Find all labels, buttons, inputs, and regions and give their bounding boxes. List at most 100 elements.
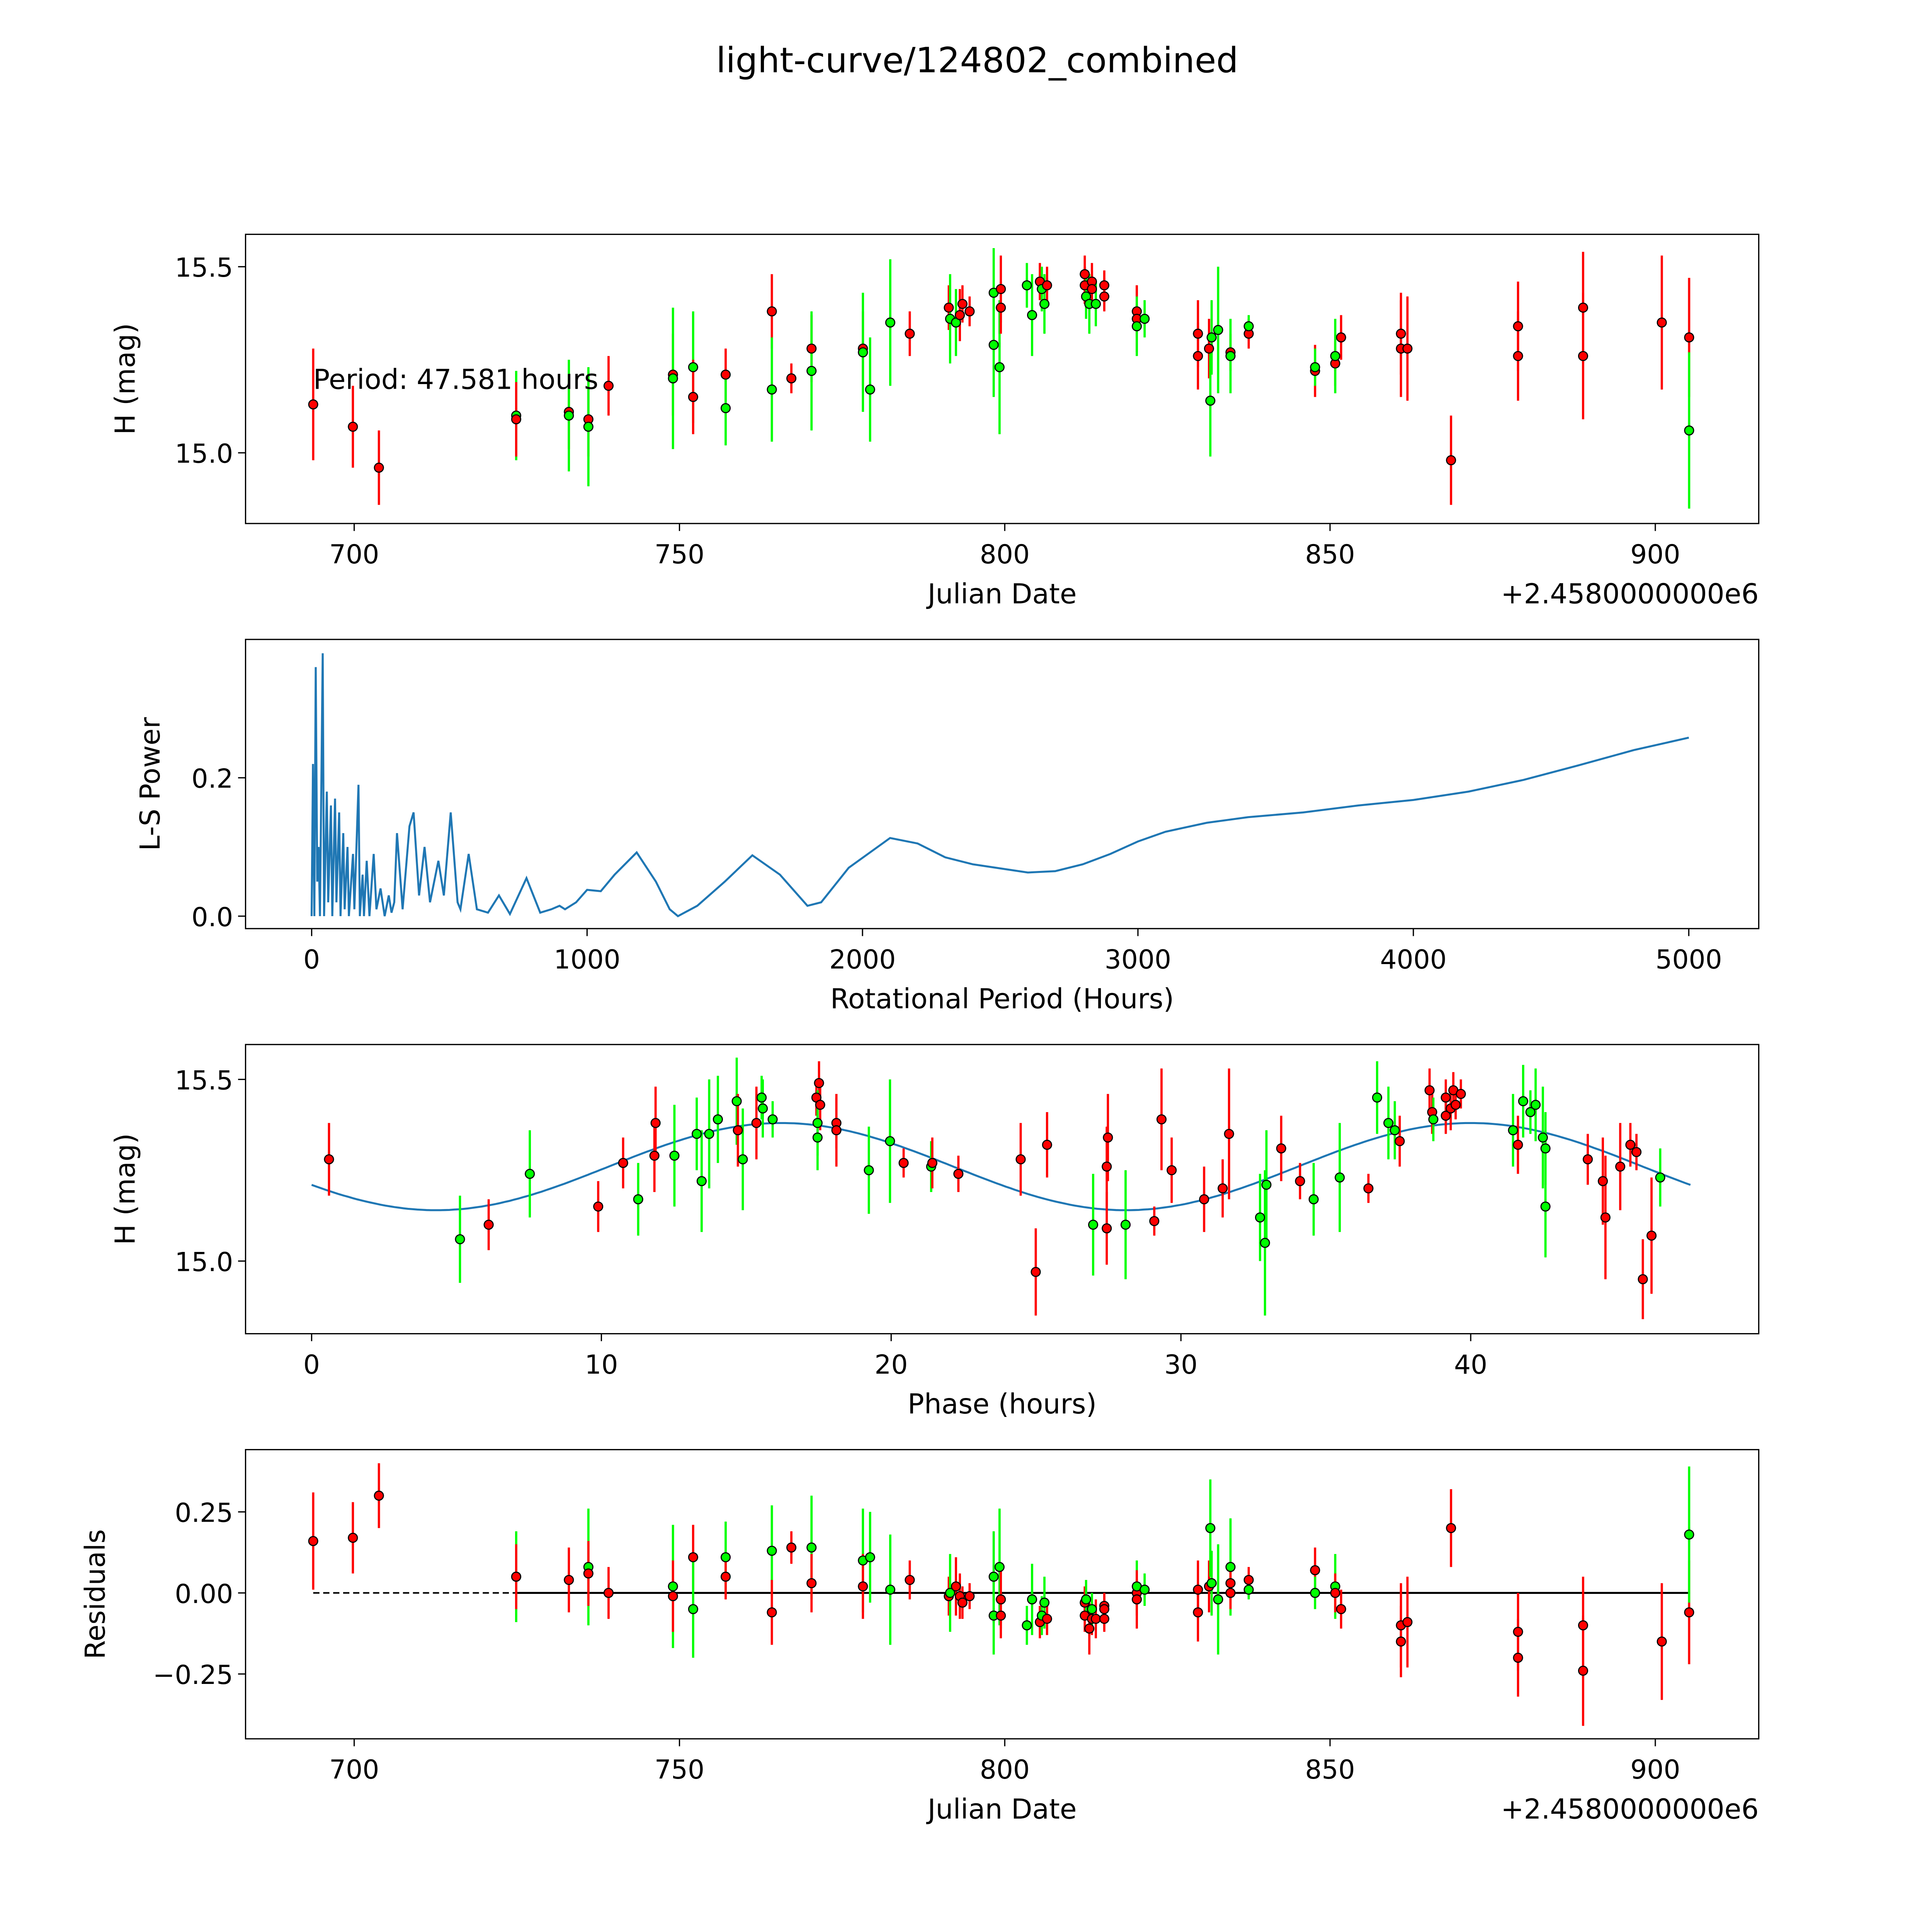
x-offset-label: +2.4580000000e6 <box>1501 1793 1759 1825</box>
x-tick-label: 0 <box>303 1349 320 1380</box>
data-point <box>1396 328 1406 339</box>
x-tick-label: 20 <box>874 1349 908 1380</box>
x-tick-label: 0 <box>303 944 320 975</box>
data-point <box>593 1201 604 1212</box>
data-point <box>1330 351 1340 361</box>
y-tick-label: 0.25 <box>175 1498 233 1528</box>
data-point <box>1578 1665 1588 1676</box>
y-tick-label: 0.2 <box>191 764 233 794</box>
panel-phased: 0 10 20 30 40 15.0 15.5 Phase (hours) H (mag) <box>109 1044 1760 1420</box>
data-point <box>1087 1604 1097 1614</box>
data-point <box>1600 1212 1611 1223</box>
data-point <box>812 1118 823 1128</box>
data-point <box>1099 1614 1109 1624</box>
data-point <box>1395 1136 1405 1146</box>
data-point <box>308 399 318 410</box>
axes-frame <box>245 1044 1760 1335</box>
data-point <box>858 1581 868 1592</box>
data-point <box>1598 1176 1608 1186</box>
data-point <box>564 410 574 421</box>
x-tick-label: 3000 <box>1105 944 1171 975</box>
data-point <box>1525 1107 1536 1117</box>
data-point <box>1015 1154 1026 1165</box>
data-point <box>455 1234 465 1245</box>
data-point <box>1149 1216 1160 1226</box>
data-point <box>688 362 698 372</box>
plot-area <box>308 248 1694 509</box>
data-point <box>1081 1594 1091 1605</box>
data-point <box>731 1096 742 1106</box>
data-point <box>1027 310 1037 320</box>
data-point <box>898 1158 909 1168</box>
data-point <box>1336 1604 1346 1614</box>
data-point <box>955 310 965 320</box>
data-point <box>927 1158 937 1168</box>
data-point <box>1103 1132 1113 1143</box>
data-point <box>1330 1588 1340 1598</box>
panels: 700 750 800 850 900 15.0 15.5 Julian Date H (mag… <box>79 233 1760 1825</box>
data-point <box>483 1219 494 1230</box>
data-point <box>1084 1623 1095 1634</box>
data-point <box>806 1578 817 1588</box>
x-offset-label: +2.4580000000e6 <box>1501 578 1759 610</box>
data-point <box>1080 269 1090 279</box>
data-point <box>944 303 954 313</box>
data-point <box>348 1532 358 1543</box>
data-point <box>603 1588 614 1598</box>
data-point <box>806 1542 817 1553</box>
data-point <box>374 1490 384 1501</box>
x-tick-label: 750 <box>655 1754 704 1785</box>
y-tick-label: −0.25 <box>153 1660 233 1690</box>
data-point <box>905 1575 915 1585</box>
data-point <box>720 1571 731 1582</box>
data-point <box>806 366 817 376</box>
data-point <box>1451 1100 1461 1110</box>
data-point <box>1120 1219 1131 1230</box>
data-point <box>704 1129 714 1139</box>
data-point <box>1513 1139 1523 1150</box>
data-point <box>688 1552 698 1563</box>
data-point <box>1396 1636 1406 1647</box>
data-point <box>1646 1230 1657 1241</box>
y-tick-label: 15.0 <box>175 439 233 469</box>
data-point <box>865 384 875 395</box>
y-tick-label: 0.0 <box>191 902 233 932</box>
y-axis-label: Residuals <box>79 1529 111 1659</box>
data-point <box>1243 1584 1254 1595</box>
data-point <box>1225 351 1236 361</box>
data-point <box>1335 1172 1345 1183</box>
data-point <box>1513 351 1523 361</box>
data-point <box>786 373 797 384</box>
data-point <box>720 1552 731 1563</box>
data-point <box>1363 1183 1374 1194</box>
data-point <box>1213 325 1223 335</box>
data-point <box>806 344 817 354</box>
data-point <box>885 317 896 328</box>
y-tick-label: 15.0 <box>175 1247 233 1277</box>
axes-frame <box>245 1449 1760 1740</box>
plot-area <box>311 1058 1691 1320</box>
y-tick-label: 0.00 <box>175 1578 233 1609</box>
data-point <box>1224 1129 1234 1139</box>
data-point <box>1225 1578 1236 1588</box>
data-point <box>1508 1125 1518 1136</box>
data-point <box>1131 321 1142 332</box>
data-point <box>1039 1597 1050 1608</box>
data-point <box>348 422 358 432</box>
data-point <box>1389 1125 1400 1136</box>
data-point <box>865 1552 875 1563</box>
data-point <box>988 1571 999 1582</box>
data-point <box>1042 1614 1052 1624</box>
data-point <box>696 1176 707 1186</box>
data-point <box>757 1092 767 1103</box>
data-point <box>1204 344 1214 354</box>
data-point <box>1255 1212 1265 1223</box>
data-point <box>1139 1584 1150 1595</box>
y-axis-label: L-S Power <box>134 717 166 851</box>
x-tick-label: 800 <box>980 539 1030 570</box>
data-point <box>767 1607 777 1617</box>
data-point <box>1531 1100 1541 1110</box>
data-point <box>1446 1523 1456 1533</box>
data-point <box>964 1591 975 1601</box>
